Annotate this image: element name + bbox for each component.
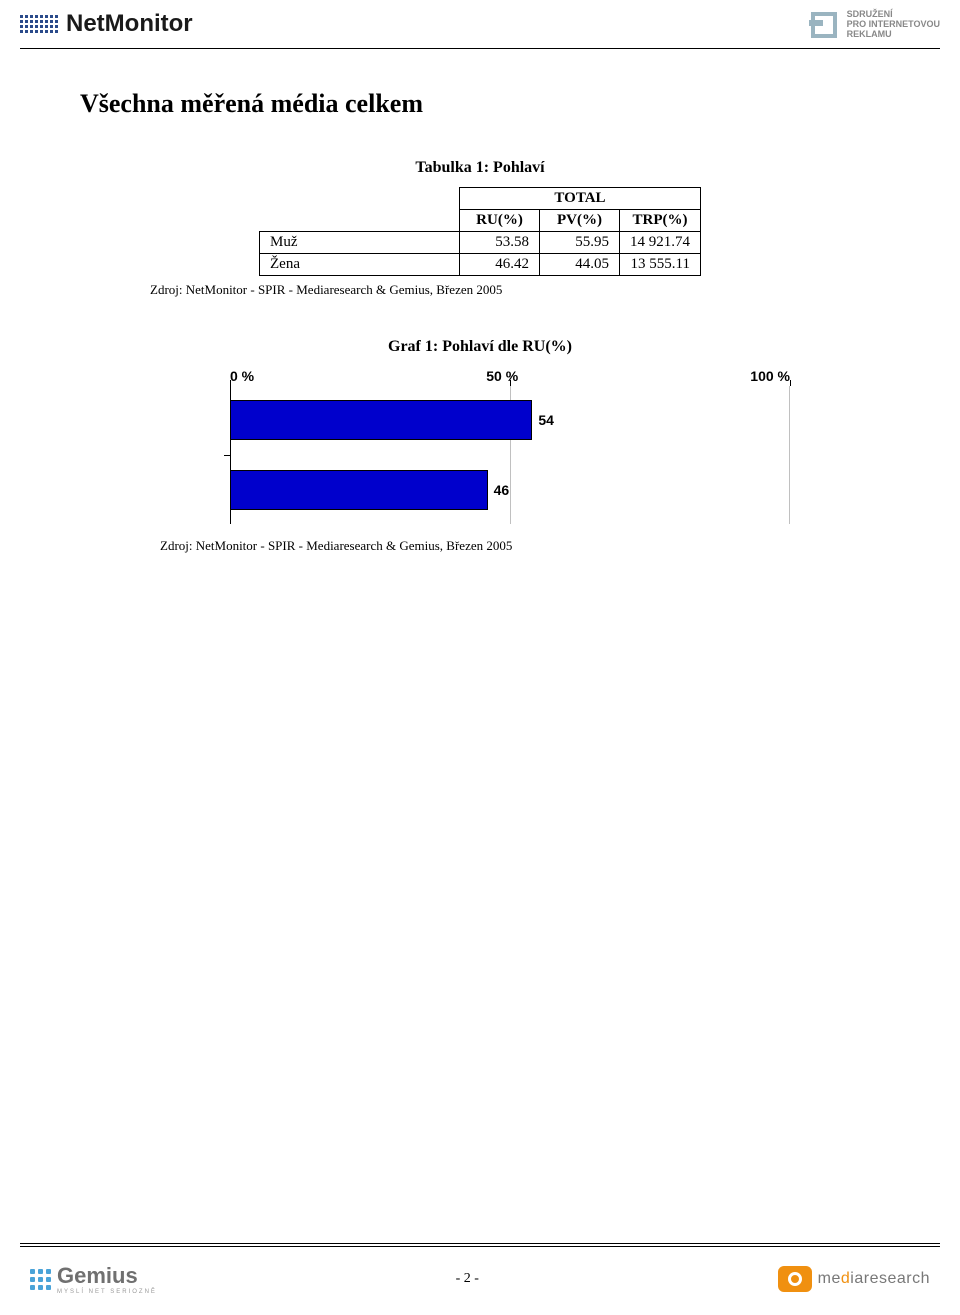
table-row-label: Muž (260, 232, 460, 254)
table-title: Tabulka 1: Pohlaví (80, 159, 880, 177)
chart-tick-label: 50 % (486, 368, 518, 384)
table-cell: 53.58 (460, 232, 540, 254)
table-row-label: Žena (260, 254, 460, 276)
bar-chart: 0 % 50 % 100 % Muž54 Žena46 (160, 368, 800, 524)
table-total-row: TOTAL (260, 188, 701, 210)
page-footer: Gemius MYSLÍ NET SERIOZNĚ - 2 - mediares… (0, 1243, 960, 1315)
spir-line-3: REKLAMU (847, 30, 940, 40)
chart-tick (510, 380, 511, 386)
netmonitor-logo-text: NetMonitor (66, 10, 193, 38)
chart-gridline (789, 386, 790, 524)
gemius-dots-icon (30, 1269, 51, 1290)
page-content: Všechna měřená média celkem Tabulka 1: P… (0, 49, 960, 554)
footer-divider (20, 1246, 940, 1247)
mediaresearch-icon (778, 1266, 812, 1292)
chart-bar (230, 470, 488, 510)
chart-tick-label: 100 % (750, 368, 790, 384)
page-header: NetMonitor SDRUŽENÍ PRO INTERNETOVOU REK… (0, 0, 960, 48)
table-col-pv: PV(%) (540, 210, 620, 232)
table-total-label: TOTAL (460, 188, 701, 210)
mr-text-prefix: me (818, 1270, 841, 1287)
table-cell: 46.42 (460, 254, 540, 276)
netmonitor-dots-icon (20, 15, 58, 33)
table-source: Zdroj: NetMonitor - SPIR - Mediaresearch… (150, 282, 880, 298)
mr-text-mid: d (841, 1270, 850, 1287)
spir-icon (809, 10, 839, 40)
page-title: Všechna měřená média celkem (80, 89, 880, 119)
chart-plot-area: Muž54 Žena46 (230, 386, 790, 524)
chart-y-tick (224, 455, 230, 456)
chart-bar-row: Žena46 (230, 470, 488, 510)
chart-title: Graf 1: Pohlaví dle RU(%) (80, 338, 880, 356)
chart-source: Zdroj: NetMonitor - SPIR - Mediaresearch… (160, 538, 880, 554)
table-cell: 13 555.11 (620, 254, 701, 276)
table-cell: 55.95 (540, 232, 620, 254)
data-table: TOTAL RU(%) PV(%) TRP(%) Muž 53.58 55.95… (259, 187, 701, 276)
spir-logo: SDRUŽENÍ PRO INTERNETOVOU REKLAMU (809, 10, 940, 40)
table-col-ru: RU(%) (460, 210, 540, 232)
mediaresearch-logo-text: mediaresearch (818, 1270, 930, 1288)
mediaresearch-logo: mediaresearch (778, 1266, 930, 1292)
chart-bar-value: 54 (538, 412, 554, 428)
table-blank-cell (260, 210, 460, 232)
gemius-text-block: Gemius MYSLÍ NET SERIOZNĚ (57, 1263, 157, 1295)
chart-wrap: 0 % 50 % 100 % Muž54 Žena46 (80, 368, 880, 524)
table-header-row: RU(%) PV(%) TRP(%) (260, 210, 701, 232)
chart-tick (230, 380, 231, 386)
footer-divider (20, 1243, 940, 1244)
gemius-logo: Gemius MYSLÍ NET SERIOZNĚ (30, 1263, 157, 1295)
chart-tick-label: 0 % (230, 368, 254, 384)
table-cell: 44.05 (540, 254, 620, 276)
mr-text-suffix: iaresearch (850, 1270, 930, 1287)
footer-row: Gemius MYSLÍ NET SERIOZNĚ - 2 - mediares… (0, 1263, 960, 1315)
netmonitor-logo: NetMonitor (20, 10, 193, 38)
chart-bar-row: Muž54 (230, 400, 532, 440)
chart-bar (230, 400, 532, 440)
table-cell: 14 921.74 (620, 232, 701, 254)
chart-tick (790, 380, 791, 386)
gemius-subtext: MYSLÍ NET SERIOZNĚ (57, 1289, 157, 1295)
table-col-trp: TRP(%) (620, 210, 701, 232)
table-wrap: TOTAL RU(%) PV(%) TRP(%) Muž 53.58 55.95… (80, 187, 880, 276)
chart-bar-value: 46 (494, 482, 510, 498)
gemius-logo-text: Gemius (57, 1263, 157, 1289)
spir-text: SDRUŽENÍ PRO INTERNETOVOU REKLAMU (847, 10, 940, 40)
page-number: - 2 - (456, 1271, 479, 1287)
table-row: Žena 46.42 44.05 13 555.11 (260, 254, 701, 276)
table-row: Muž 53.58 55.95 14 921.74 (260, 232, 701, 254)
table-blank-cell (260, 188, 460, 210)
